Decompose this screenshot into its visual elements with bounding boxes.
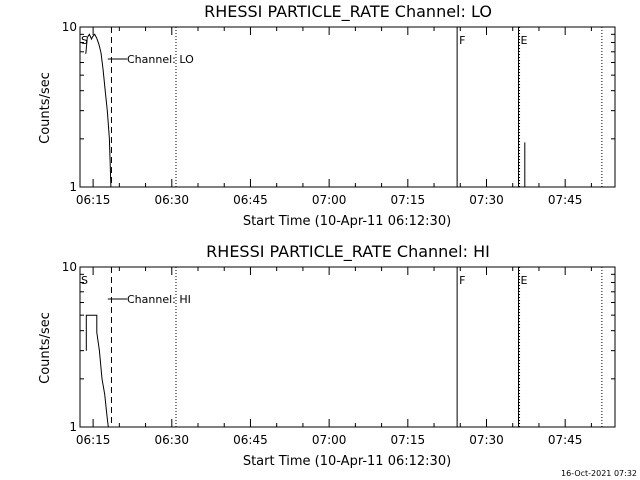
panel-hi: RHESSI PARTICLE_RATE Channel: HI Start T… — [38, 242, 616, 469]
panel-lo-marks: 1 10 06:15 06:30 06:45 07:00 07:15 07:30 07:45 F E… — [62, 20, 616, 207]
x-tick-label-lo: 06:45 — [233, 193, 268, 207]
x-tick-label-hi: 07:30 — [469, 433, 504, 447]
y-axis-label-hi: Counts/sec — [38, 312, 53, 384]
y-tick-label-hi: 1 — [69, 420, 77, 434]
panel-title-lo: RHESSI PARTICLE_RATE Channel: LO — [204, 2, 492, 22]
channel-annotation-hi: Channel: HI — [127, 293, 191, 306]
x-tick-label-hi: 07:00 — [312, 433, 347, 447]
series-line-hi-0 — [85, 314, 109, 428]
x-tick-label-hi: 07:45 — [548, 433, 583, 447]
plot-frame-lo — [79, 26, 616, 188]
start-label-hi: S — [81, 274, 88, 287]
channel-annotation-lo: Channel: LO — [127, 53, 194, 66]
x-tick-label-hi: 06:45 — [233, 433, 268, 447]
plot-frame-hi — [79, 266, 616, 428]
y-tick-label-lo: 1 — [69, 180, 77, 194]
x-axis-label-hi: Start Time (10-Apr-11 06:12:30) — [243, 454, 451, 469]
y-tick-label-lo: 10 — [62, 20, 77, 34]
x-tick-label-lo: 07:45 — [548, 193, 583, 207]
marker-label-lo: E — [520, 34, 527, 47]
x-tick-label-lo: 06:15 — [76, 193, 111, 207]
x-tick-label-lo: 07:30 — [469, 193, 504, 207]
panel-title-hi: RHESSI PARTICLE_RATE Channel: HI — [206, 242, 490, 262]
marker-label-hi: F — [459, 274, 465, 287]
x-tick-label-lo: 06:30 — [154, 193, 189, 207]
x-tick-label-hi: 06:15 — [76, 433, 111, 447]
start-label-lo: S — [81, 34, 88, 47]
series-line-lo-0 — [85, 33, 112, 188]
y-tick-label-hi: 10 — [62, 260, 77, 274]
footer-timestamp: 16-Oct-2021 07:32 — [561, 469, 637, 478]
marker-label-lo: F — [459, 34, 465, 47]
x-tick-label-hi: 06:30 — [154, 433, 189, 447]
x-tick-label-hi: 07:15 — [391, 433, 426, 447]
panel-hi-marks: 1 10 06:15 06:30 06:45 07:00 07:15 07:30 07:45 F E… — [62, 260, 616, 447]
x-tick-label-lo: 07:15 — [391, 193, 426, 207]
panel-lo: RHESSI PARTICLE_RATE Channel: LO Start T… — [38, 2, 616, 229]
y-axis-label-lo: Counts/sec — [38, 72, 53, 144]
x-tick-label-lo: 07:00 — [312, 193, 347, 207]
marker-label-hi: E — [520, 274, 527, 287]
x-axis-label-lo: Start Time (10-Apr-11 06:12:30) — [243, 214, 451, 229]
